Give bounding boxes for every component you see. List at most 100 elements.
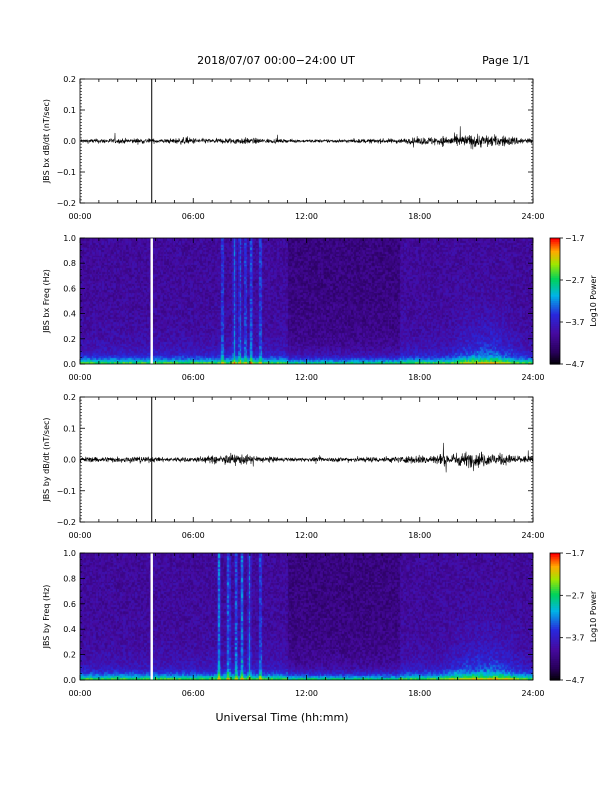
colorbar-frame — [549, 237, 561, 365]
colorbar-cell — [550, 650, 560, 654]
colorbar-cell — [550, 353, 560, 357]
colorbar-cell — [550, 292, 560, 296]
colorbar-tick-label: −1.7 — [565, 234, 584, 243]
x-tick-label: 18:00 — [408, 689, 431, 698]
colorbar-cell — [550, 315, 560, 319]
colorbar-cell — [550, 290, 560, 294]
x-axis-label: Universal Time (hh:mm) — [216, 711, 349, 724]
colorbar-cell — [550, 334, 560, 338]
colorbar-tick-label: −2.7 — [565, 591, 584, 600]
colorbar-cell — [550, 361, 560, 365]
colorbar-cell — [550, 340, 560, 344]
y-tick-label: 1.0 — [63, 234, 76, 243]
colorbar-cell — [550, 326, 560, 329]
colorbar-cell — [550, 269, 560, 273]
colorbar-cell — [550, 273, 560, 277]
colorbar-cell — [550, 635, 560, 639]
colorbar-cell — [550, 349, 560, 352]
x-tick-label: 00:00 — [68, 212, 91, 221]
colorbar-cell — [550, 663, 560, 666]
colorbar-cell — [550, 263, 560, 266]
colorbar-cell — [550, 667, 560, 671]
colorbar-cell — [550, 277, 560, 281]
x-tick-label: 24:00 — [521, 531, 544, 540]
y-tick-label: 0.2 — [63, 393, 76, 402]
colorbar-cell — [550, 324, 560, 327]
colorbar-cell — [550, 238, 560, 241]
colorbar-cell — [550, 656, 560, 660]
y-tick-label: 0.0 — [63, 137, 76, 146]
colorbar-cell — [550, 616, 560, 620]
colorbar-cell — [550, 343, 560, 346]
x-tick-label: 06:00 — [182, 531, 205, 540]
colorbar-cell — [550, 271, 560, 275]
colorbar-tick-label: −3.7 — [565, 318, 584, 327]
colorbar-cell — [550, 654, 560, 658]
colorbar-cell — [550, 561, 560, 565]
y-axis-panel-3: 0.2 0.1 0.0 −0.1 −0.2 JBS by dB/dt (nT/sec) — [42, 393, 533, 527]
colorbar-cell — [550, 298, 560, 302]
colorbar-cell — [550, 612, 560, 615]
colorbar-cell — [550, 618, 560, 622]
colorbar-cell — [550, 336, 560, 340]
colorbar-cell — [550, 652, 560, 656]
colorbar-cell — [550, 359, 560, 363]
y-tick-label: −0.2 — [57, 199, 76, 208]
colorbar-cell — [550, 250, 560, 254]
colorbar-tick-label: −1.7 — [565, 549, 584, 558]
colorbar-cell — [550, 572, 560, 575]
y-tick-label: 0.8 — [63, 574, 76, 583]
colorbar-cell — [550, 240, 560, 243]
x-tick-label: 06:00 — [182, 373, 205, 382]
x-tick-label: 24:00 — [521, 689, 544, 698]
colorbar-cell — [550, 637, 560, 641]
y-tick-label: 0.1 — [63, 424, 76, 433]
x-axis-panel-1: 00:00 06:00 12:00 18:00 24:00 — [68, 79, 545, 221]
colorbar-cell — [550, 305, 560, 308]
y-tick-label: 0.2 — [63, 75, 76, 84]
y-tick-label: −0.2 — [57, 518, 76, 527]
colorbar-cell — [550, 309, 560, 313]
colorbar-cell — [550, 322, 560, 325]
colorbar-cell — [550, 675, 560, 679]
colorbar-label: Log10 Power — [589, 590, 598, 642]
colorbar-cell — [550, 338, 560, 342]
colorbar-cell — [550, 582, 560, 586]
colorbar-cell — [550, 620, 560, 624]
colorbar-cell — [550, 248, 560, 252]
colorbar-cell — [550, 677, 560, 681]
x-tick-label: 18:00 — [408, 373, 431, 382]
panels: 00:00 06:00 12:00 18:00 24:00 0.2 0.1 0.0 −0.1 −0… — [42, 75, 598, 698]
colorbar-cell — [550, 328, 560, 331]
colorbar-cell — [550, 599, 560, 603]
colorbar-cell — [550, 631, 560, 635]
y-axis-label: JBS bx Freq (Hz) — [42, 269, 51, 334]
colorbar-cell — [550, 319, 560, 323]
colorbar-cell — [550, 644, 560, 647]
colorbar-bx-spectrogram: −1.7 −2.7 −3.7 −4.7 Log10 Power — [549, 234, 598, 369]
x-axis-panel-2: 00:00 06:00 12:00 18:00 24:00 — [68, 238, 545, 382]
colorbar-cell — [550, 608, 560, 611]
spectrogram-image — [80, 238, 533, 364]
y-tick-label: 0.4 — [63, 310, 76, 319]
x-tick-label: 18:00 — [408, 212, 431, 221]
colorbar-cell — [550, 624, 560, 628]
colorbar-cell — [550, 584, 560, 588]
panel-by-spectrogram: 00:00 06:00 12:00 18:00 24:00 1.0 0.8 0.6 0.4 0.2… — [42, 549, 598, 698]
series-line — [79, 442, 534, 473]
y-tick-label: −0.1 — [57, 487, 76, 496]
colorbar-frame — [549, 552, 561, 681]
series-line — [79, 126, 534, 150]
y-tick-label: 0.4 — [63, 625, 76, 634]
page-title: 2018/07/07 00:00−24:00 UT — [197, 54, 355, 67]
colorbar-cell — [550, 627, 560, 630]
colorbar-cell — [550, 357, 560, 361]
colorbar-cell — [550, 261, 560, 264]
panel-bx-dbdt: 00:00 06:00 12:00 18:00 24:00 0.2 0.1 0.0 −0.1 −0… — [42, 75, 545, 221]
spectrogram-image — [80, 553, 533, 680]
x-tick-label: 24:00 — [521, 373, 544, 382]
colorbar-cell — [550, 578, 560, 582]
colorbar-cell — [550, 648, 560, 651]
colorbar-tick-label: −3.7 — [565, 634, 584, 643]
